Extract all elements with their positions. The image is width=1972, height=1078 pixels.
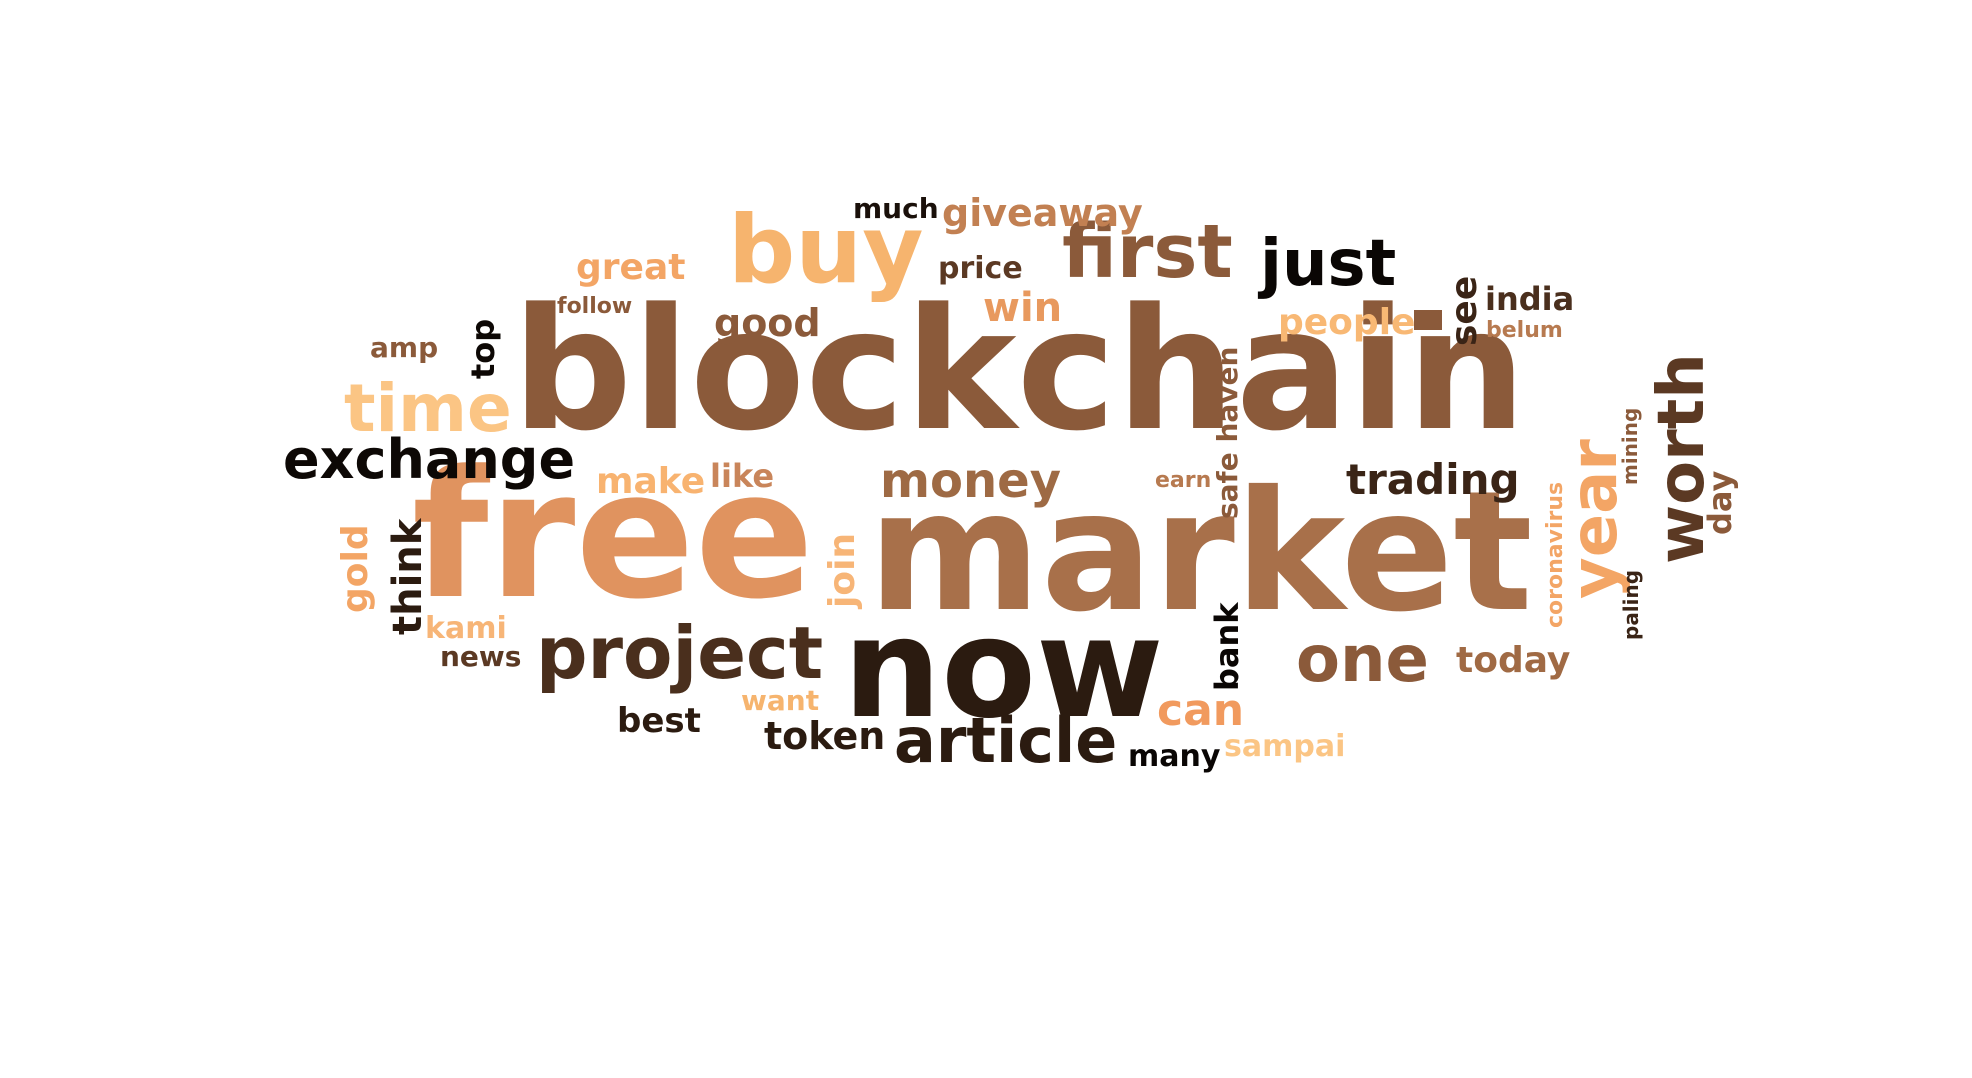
- word-price: token: [764, 714, 886, 758]
- word-want: top: [464, 318, 502, 379]
- word-day: day: [1701, 470, 1739, 535]
- word-earn: much: [853, 192, 939, 225]
- word-much: today: [1456, 640, 1571, 681]
- word-news: like: [710, 457, 775, 495]
- word-follow: best: [617, 701, 701, 741]
- word-gold: sampai: [1224, 729, 1346, 764]
- word-see: bank: [1208, 602, 1246, 691]
- word-people: great: [576, 247, 686, 288]
- word-just: just: [1260, 227, 1397, 301]
- word-worth: news: [440, 640, 522, 673]
- word-giveaway: can: [1157, 685, 1245, 736]
- word-one: one: [1296, 623, 1429, 697]
- word-first: first: [1062, 209, 1233, 295]
- word-today: join: [822, 532, 863, 608]
- word-like: see: [1444, 275, 1485, 346]
- word-top: safe haven: [1211, 346, 1244, 519]
- word-exchange: money: [880, 453, 1062, 509]
- word-coronavirus: coronavirus: [1543, 481, 1568, 628]
- word-bank: earn: [1155, 468, 1212, 493]
- word-can: exchange: [283, 428, 576, 491]
- word-join: want: [741, 684, 820, 717]
- word-year: kami: [425, 611, 507, 646]
- word-mining: mining: [1618, 407, 1642, 485]
- word-make: gold: [335, 524, 376, 613]
- word-coronavirus-mark: [1414, 310, 1442, 330]
- word-win: time: [344, 370, 512, 447]
- word-sampai: price: [938, 251, 1023, 286]
- word-kami: make: [596, 461, 706, 502]
- word-amp: india: [1485, 280, 1575, 318]
- word-now: now: [843, 588, 1164, 749]
- word-trading: win: [983, 285, 1063, 331]
- word-belum: follow: [557, 294, 633, 319]
- word-think: many: [1128, 739, 1221, 774]
- word-india: good: [714, 301, 821, 345]
- word-token: people: [1278, 302, 1416, 343]
- word-good: giveaway: [942, 191, 1143, 235]
- word-best: think: [385, 518, 431, 635]
- word-many: amp: [370, 331, 439, 364]
- word-blockchain: blockchain: [512, 272, 1527, 468]
- word-safe-haven: belum: [1486, 318, 1563, 343]
- word-free: free: [412, 433, 815, 638]
- word-great: trading: [1346, 455, 1520, 504]
- word-paling: paling: [1619, 569, 1643, 640]
- word-buy: buy: [728, 196, 924, 305]
- word-article: article: [894, 704, 1118, 777]
- word-project: project: [536, 611, 824, 695]
- word-market: market: [868, 456, 1533, 649]
